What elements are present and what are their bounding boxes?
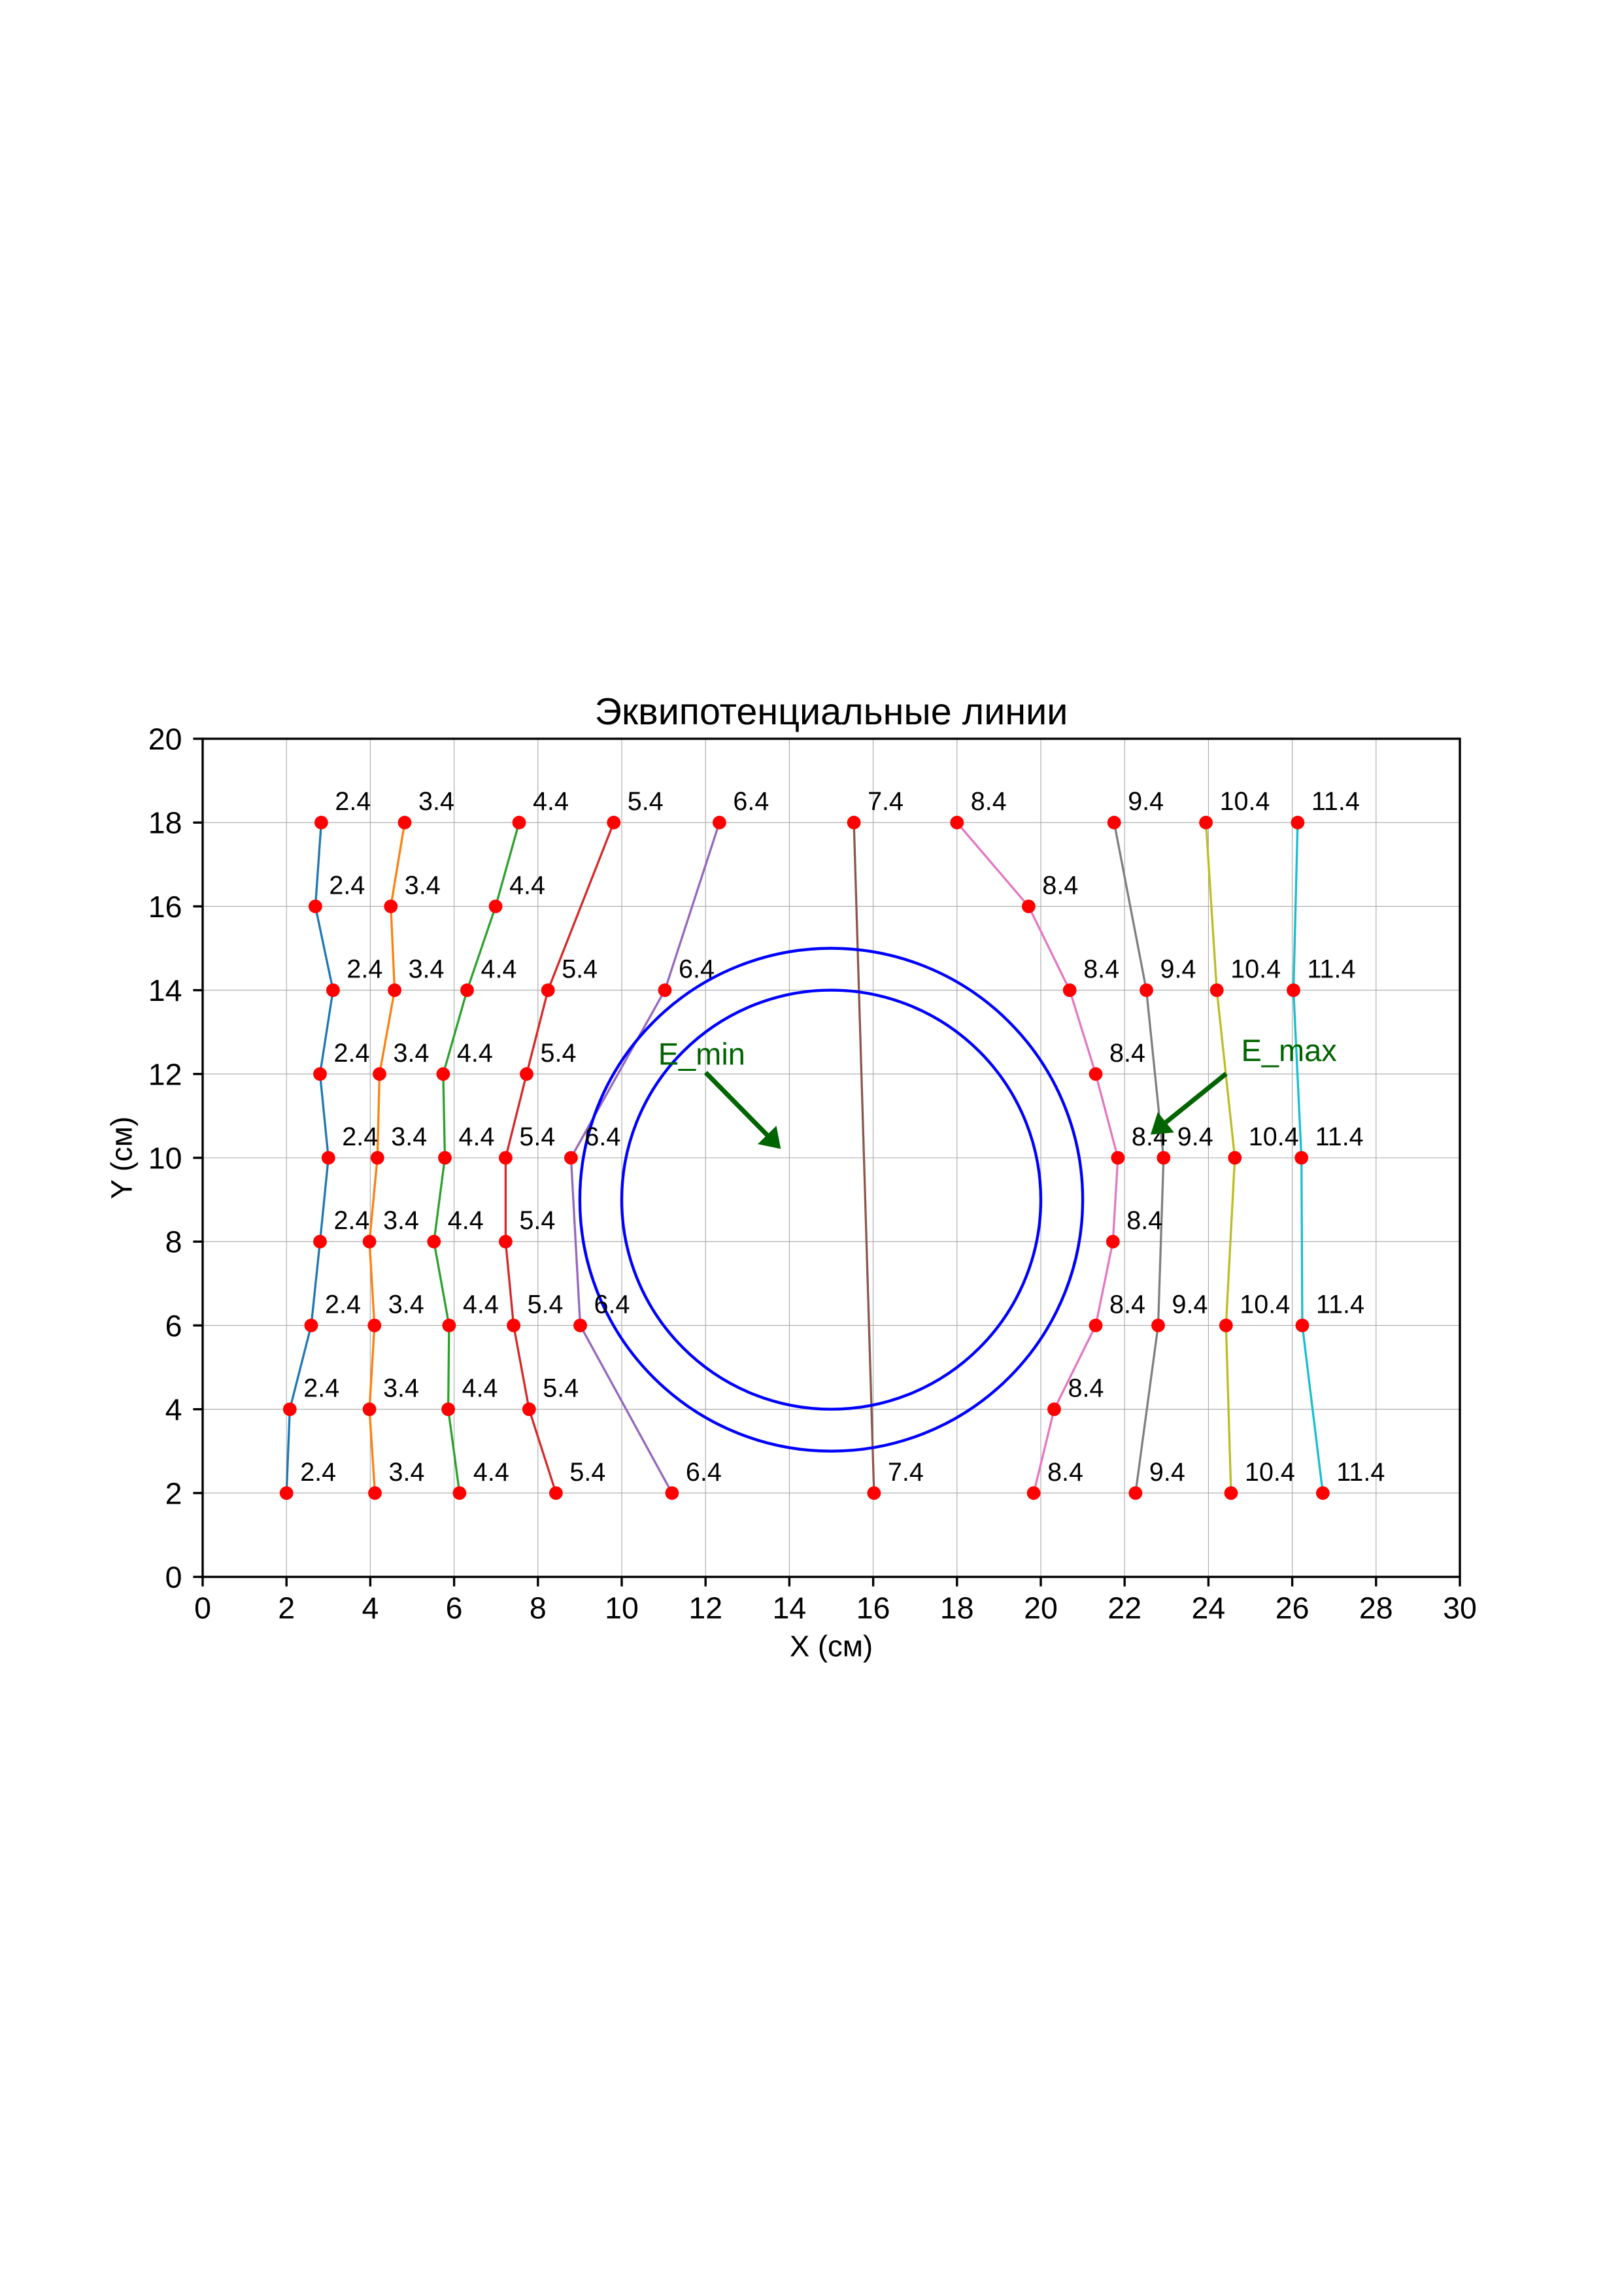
svg-text:18: 18 [148,806,182,840]
svg-text:6: 6 [165,1309,182,1343]
svg-text:16: 16 [148,890,182,924]
svg-text:11.4: 11.4 [1311,787,1360,816]
svg-text:20: 20 [148,722,182,756]
svg-text:5.4: 5.4 [519,1123,555,1151]
svg-text:4.4: 4.4 [448,1206,484,1235]
svg-text:4: 4 [165,1393,182,1427]
svg-text:2.4: 2.4 [300,1458,336,1487]
svg-text:4.4: 4.4 [509,871,545,900]
svg-text:5.4: 5.4 [543,1374,579,1403]
svg-text:3.4: 3.4 [394,1039,430,1068]
svg-text:26: 26 [1276,1591,1309,1625]
svg-text:3.4: 3.4 [389,1458,425,1487]
svg-text:10.4: 10.4 [1230,955,1281,984]
svg-text:6: 6 [446,1591,463,1625]
svg-text:Y (см): Y (см) [105,1117,138,1200]
svg-text:10: 10 [605,1591,639,1625]
svg-text:2.4: 2.4 [334,1039,370,1068]
svg-text:4.4: 4.4 [462,1374,498,1403]
svg-text:0: 0 [165,1561,182,1595]
svg-text:4.4: 4.4 [459,1123,495,1151]
svg-text:2.4: 2.4 [303,1374,339,1403]
svg-text:E_min: E_min [658,1037,745,1072]
svg-text:4.4: 4.4 [481,955,517,984]
svg-text:4.4: 4.4 [473,1458,509,1487]
svg-text:30: 30 [1443,1591,1477,1625]
svg-text:10.4: 10.4 [1240,1290,1290,1319]
svg-text:6.4: 6.4 [584,1123,620,1151]
svg-text:28: 28 [1359,1591,1393,1625]
svg-text:3.4: 3.4 [405,871,441,900]
svg-text:3.4: 3.4 [391,1123,427,1151]
svg-text:2.4: 2.4 [335,787,371,816]
svg-text:10.4: 10.4 [1249,1123,1299,1151]
svg-text:10: 10 [148,1141,182,1175]
svg-text:10.4: 10.4 [1245,1458,1295,1487]
svg-text:6.4: 6.4 [686,1458,722,1487]
svg-text:4.4: 4.4 [463,1290,499,1319]
svg-text:5.4: 5.4 [562,955,598,984]
svg-text:18: 18 [940,1591,974,1625]
svg-text:Эквипотенциальные линии: Эквипотенциальные линии [595,691,1068,733]
svg-text:9.4: 9.4 [1177,1123,1213,1151]
svg-text:5.4: 5.4 [519,1206,555,1235]
svg-text:24: 24 [1192,1591,1226,1625]
svg-text:3.4: 3.4 [418,787,454,816]
svg-text:11.4: 11.4 [1316,1290,1364,1319]
svg-text:8.4: 8.4 [971,787,1007,816]
svg-text:16: 16 [856,1591,890,1625]
svg-text:2.4: 2.4 [329,871,365,900]
svg-text:2.4: 2.4 [346,955,382,984]
svg-text:2.4: 2.4 [325,1290,361,1319]
svg-text:8.4: 8.4 [1047,1458,1083,1487]
svg-text:2: 2 [165,1476,182,1510]
svg-text:8.4: 8.4 [1068,1374,1104,1403]
svg-text:8.4: 8.4 [1109,1039,1145,1068]
svg-text:9.4: 9.4 [1128,787,1164,816]
svg-text:7.4: 7.4 [868,787,904,816]
svg-text:12: 12 [688,1591,722,1625]
svg-text:2.4: 2.4 [334,1206,370,1235]
svg-text:3.4: 3.4 [388,1290,424,1319]
svg-text:4.4: 4.4 [457,1039,493,1068]
svg-text:22: 22 [1107,1591,1141,1625]
svg-text:5.4: 5.4 [569,1458,605,1487]
svg-text:2: 2 [278,1591,295,1625]
svg-text:6.4: 6.4 [594,1290,630,1319]
svg-text:8.4: 8.4 [1126,1206,1162,1235]
svg-text:9.4: 9.4 [1172,1290,1208,1319]
svg-text:2.4: 2.4 [342,1123,378,1151]
svg-text:11.4: 11.4 [1336,1458,1385,1487]
svg-text:6.4: 6.4 [679,955,715,984]
svg-text:5.4: 5.4 [528,1290,564,1319]
svg-text:5.4: 5.4 [628,787,664,816]
svg-text:5.4: 5.4 [541,1039,577,1068]
svg-text:6.4: 6.4 [733,787,769,816]
svg-text:8.4: 8.4 [1083,955,1119,984]
svg-text:3.4: 3.4 [383,1206,419,1235]
svg-text:3.4: 3.4 [409,955,445,984]
svg-text:8.4: 8.4 [1109,1290,1145,1319]
svg-text:14: 14 [148,973,182,1007]
svg-text:20: 20 [1024,1591,1058,1625]
svg-text:10.4: 10.4 [1220,787,1270,816]
svg-text:8: 8 [530,1591,547,1625]
svg-text:11.4: 11.4 [1315,1123,1364,1151]
svg-text:8: 8 [165,1225,182,1259]
svg-text:11.4: 11.4 [1308,955,1356,984]
svg-text:14: 14 [773,1591,807,1625]
svg-text:4: 4 [362,1591,379,1625]
svg-text:0: 0 [194,1591,211,1625]
svg-text:9.4: 9.4 [1160,955,1196,984]
svg-text:E_max: E_max [1242,1033,1337,1068]
svg-text:9.4: 9.4 [1149,1458,1185,1487]
svg-text:X (см): X (см) [790,1630,873,1663]
svg-text:12: 12 [148,1057,182,1091]
svg-text:7.4: 7.4 [888,1458,924,1487]
svg-text:8.4: 8.4 [1042,871,1078,900]
svg-text:3.4: 3.4 [383,1374,419,1403]
svg-text:4.4: 4.4 [533,787,569,816]
